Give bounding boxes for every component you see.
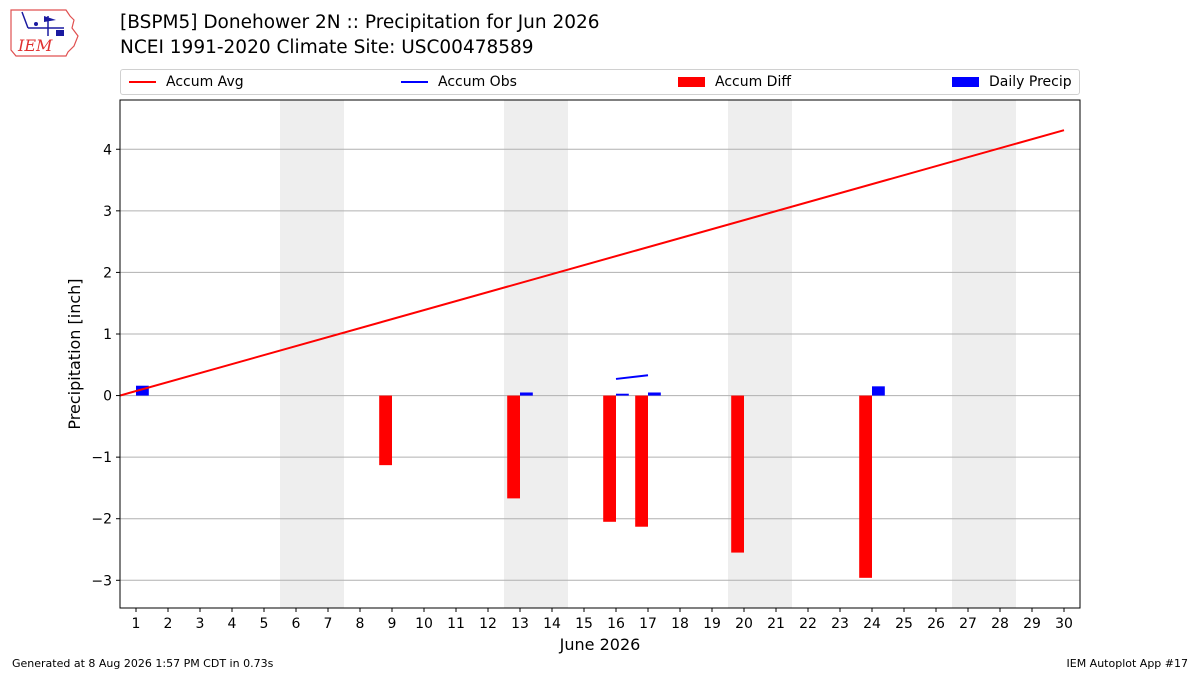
x-axis-ticks: 1 2 3 4 5 6 7 8 9 10 11 12 13 14 15 16 17 18 19 20 21 22 23 24 2… bbox=[132, 608, 1073, 632]
x-tick-label: 10 bbox=[415, 616, 433, 632]
legend-item-accum-diff: Accum Diff bbox=[678, 73, 791, 91]
footer-app-info: IEM Autoplot App #17 bbox=[1066, 657, 1189, 670]
x-tick-label: 26 bbox=[927, 616, 945, 632]
chart-title: [BSPM5] Donehower 2N :: Precipitation fo… bbox=[120, 12, 600, 33]
legend: Accum Avg Accum Obs Accum Diff Daily Pre… bbox=[120, 69, 1080, 95]
x-tick-label: 23 bbox=[831, 616, 849, 632]
legend-item-accum-avg: Accum Avg bbox=[129, 73, 244, 91]
daily-precip-bar bbox=[648, 392, 661, 396]
y-gridlines bbox=[120, 148, 1080, 581]
legend-item-daily-precip: Daily Precip bbox=[952, 73, 1072, 91]
accum-diff-bar bbox=[379, 395, 392, 466]
y-tick-label: 0 bbox=[103, 389, 112, 405]
x-tick-label: 24 bbox=[863, 616, 881, 632]
x-tick-label: 21 bbox=[767, 616, 785, 632]
legend-label-accum-obs: Accum Obs bbox=[438, 74, 517, 90]
accum-diff-bar bbox=[731, 395, 744, 553]
x-tick-label: 25 bbox=[895, 616, 913, 632]
accum-diff-bar bbox=[635, 395, 648, 527]
x-tick-label: 14 bbox=[543, 616, 561, 632]
y-tick-label: −2 bbox=[91, 512, 112, 528]
x-tick-label: 7 bbox=[324, 616, 333, 632]
legend-label-daily-precip: Daily Precip bbox=[989, 74, 1072, 90]
weather-station-icon bbox=[21, 11, 64, 36]
x-tick-label: 30 bbox=[1055, 616, 1073, 632]
x-tick-label: 15 bbox=[575, 616, 593, 632]
x-tick-label: 8 bbox=[356, 616, 365, 632]
x-tick-label: 6 bbox=[292, 616, 301, 632]
x-tick-label: 12 bbox=[479, 616, 497, 632]
x-tick-label: 17 bbox=[639, 616, 657, 632]
accum-diff-bar bbox=[859, 395, 872, 578]
daily-precip-bar bbox=[520, 392, 533, 396]
x-tick-label: 1 bbox=[132, 616, 141, 632]
y-tick-label: 1 bbox=[103, 327, 112, 343]
x-tick-label: 4 bbox=[228, 616, 237, 632]
x-tick-label: 18 bbox=[671, 616, 689, 632]
x-tick-label: 28 bbox=[991, 616, 1009, 632]
y-tick-label: 2 bbox=[103, 265, 112, 281]
y-tick-label: 4 bbox=[103, 142, 112, 158]
daily-precip-bar bbox=[136, 385, 149, 396]
x-tick-label: 22 bbox=[799, 616, 817, 632]
footer-generated-info: Generated at 8 Aug 2026 1:57 PM CDT in 0… bbox=[12, 657, 274, 670]
legend-swatch-accum-obs bbox=[401, 81, 428, 83]
legend-swatch-accum-avg bbox=[129, 81, 156, 83]
y-tick-label: 3 bbox=[103, 204, 112, 220]
weekend-band bbox=[952, 100, 1016, 608]
daily-precip-bar bbox=[872, 386, 885, 396]
x-tick-label: 16 bbox=[607, 616, 625, 632]
y-tick-label: −1 bbox=[91, 450, 112, 466]
daily-precip-bar bbox=[616, 393, 629, 396]
legend-swatch-accum-diff bbox=[678, 77, 705, 87]
bars bbox=[136, 385, 885, 578]
legend-label-accum-avg: Accum Avg bbox=[166, 74, 244, 90]
weekend-band bbox=[280, 100, 344, 608]
series-lines bbox=[119, 129, 1065, 397]
logo-text: IEM bbox=[17, 36, 53, 55]
x-tick-label: 27 bbox=[959, 616, 977, 632]
x-tick-label: 29 bbox=[1023, 616, 1041, 632]
x-tick-label: 11 bbox=[447, 616, 465, 632]
weekend-band bbox=[504, 100, 568, 608]
x-tick-label: 20 bbox=[735, 616, 753, 632]
x-tick-label: 2 bbox=[164, 616, 173, 632]
x-tick-label: 3 bbox=[196, 616, 205, 632]
chart-subtitle: NCEI 1991-2020 Climate Site: USC00478589 bbox=[120, 37, 534, 58]
legend-item-accum-obs: Accum Obs bbox=[401, 73, 517, 91]
plot-frame bbox=[119, 99, 1081, 609]
x-tick-label: 13 bbox=[511, 616, 529, 632]
accum-diff-bar bbox=[603, 395, 616, 522]
iem-logo: IEM bbox=[10, 9, 79, 57]
x-tick-label: 9 bbox=[388, 616, 397, 632]
legend-label-accum-diff: Accum Diff bbox=[715, 74, 792, 90]
legend-swatch-daily-precip bbox=[952, 77, 979, 87]
accum-diff-bar bbox=[507, 395, 520, 499]
y-axis-label: Precipitation [inch] bbox=[65, 278, 84, 429]
accum-obs-line bbox=[615, 374, 649, 380]
y-tick-label: −3 bbox=[91, 573, 112, 589]
x-tick-label: 5 bbox=[260, 616, 269, 632]
x-axis-label: June 2026 bbox=[559, 635, 641, 654]
accum-avg-line bbox=[119, 129, 1065, 397]
y-axis-ticks: −3 −2 −1 0 1 2 3 4 bbox=[91, 142, 120, 589]
x-tick-label: 19 bbox=[703, 616, 721, 632]
weekend-shading bbox=[280, 100, 1016, 608]
